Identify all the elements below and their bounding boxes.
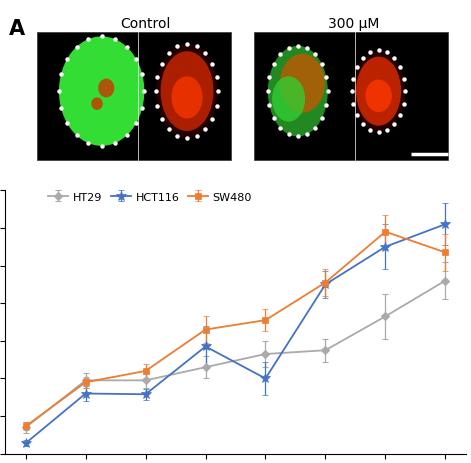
Text: A: A [9,19,25,38]
Text: Control: Control [120,17,171,31]
Ellipse shape [59,38,144,147]
Ellipse shape [268,47,328,137]
Bar [37,32,231,161]
Ellipse shape [352,51,405,132]
Ellipse shape [356,57,401,126]
Ellipse shape [98,80,114,98]
Text: 300 μM: 300 μM [327,17,379,31]
Ellipse shape [161,52,213,131]
Bar [254,32,448,161]
Ellipse shape [156,45,218,139]
Legend: HT29, HCT116, SW480: HT29, HCT116, SW480 [47,191,253,203]
Ellipse shape [365,81,392,113]
Ellipse shape [91,98,103,111]
Ellipse shape [280,55,325,113]
Ellipse shape [272,77,305,122]
Ellipse shape [171,77,203,119]
